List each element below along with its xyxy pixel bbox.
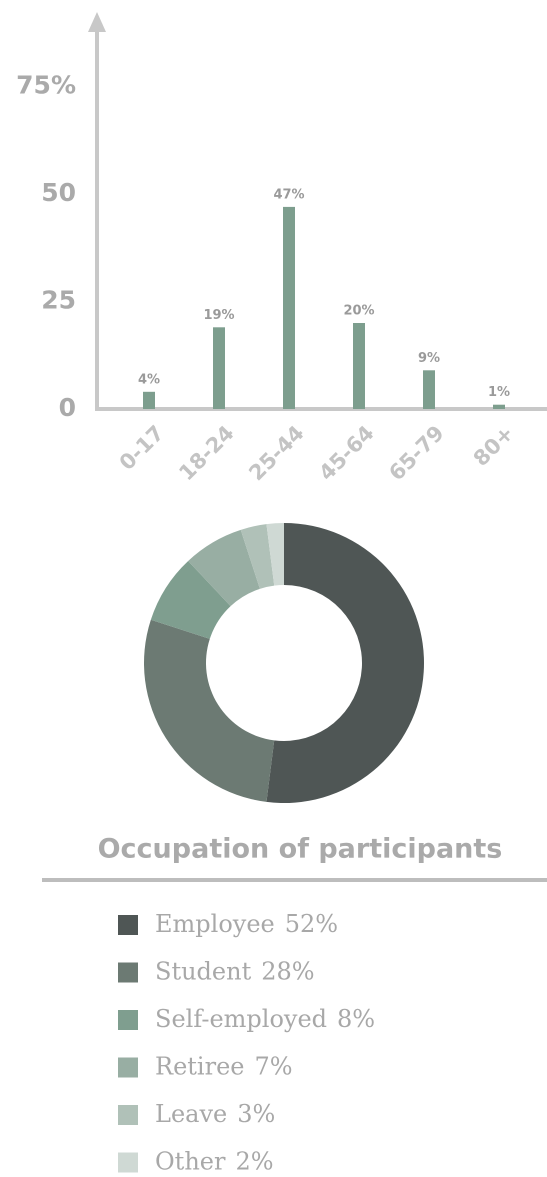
x-tick-label: 80+ [469,421,519,471]
legend-value: 2% [235,1147,273,1175]
value-label: 4% [138,372,160,387]
y-tick-label: 50 [41,178,76,207]
legend-value: 3% [237,1100,275,1128]
donut-slice [188,529,260,607]
legend-value: 7% [254,1052,292,1080]
y-tick-label: 75% [16,71,76,100]
legend-swatch [118,1105,138,1125]
y-tick-label: 0 [59,393,76,422]
legend-name: Student [155,957,252,985]
legend-value: 52% [285,910,338,938]
legend-swatch [118,915,138,935]
legend-label: Leave 3% [155,1100,275,1128]
bar [493,404,505,409]
axis-arrow [88,12,106,32]
legend-label: Student 28% [155,957,315,985]
value-label: 19% [203,308,234,323]
x-tick-label: 18-24 [174,421,238,485]
legend-swatch [118,962,138,983]
donut-slice [240,524,275,589]
legend-value: 28% [261,957,314,985]
legend-swatch [118,1152,138,1173]
legend-name: Other [155,1147,226,1175]
legend-label: Retiree 7% [155,1052,293,1080]
legend-swatch [118,1010,138,1030]
x-tick-label: 25-44 [244,421,308,485]
value-label: 9% [418,351,440,366]
x-tick-label: 0-17 [115,421,169,475]
bar [213,327,225,409]
value-label: 20% [343,304,374,319]
legend-label: Other 2% [155,1147,274,1175]
legend-label: Self-employed 8% [155,1005,375,1033]
donut-title: Occupation of participants [98,834,503,865]
value-label: 47% [273,187,304,202]
donut-slice [150,560,231,639]
bar [143,391,155,409]
legend-swatch [118,1057,138,1078]
legend-name: Leave [155,1100,227,1128]
x-tick-label: 45-64 [314,421,378,485]
donut-slice [266,523,284,586]
donut-slice [144,619,275,802]
legend-name: Self-employed [155,1005,327,1033]
legend-value: 8% [337,1005,375,1033]
y-tick-label: 25 [41,286,76,315]
legend-name: Retiree [155,1052,244,1080]
bar [353,323,365,409]
x-tick-label: 65-79 [384,421,448,485]
value-label: 1% [488,385,510,400]
legend-name: Employee [155,910,275,938]
bar-axes [88,12,547,411]
donut-slice [266,523,424,803]
bar [423,370,435,409]
legend-label: Employee 52% [155,910,338,938]
bar [283,206,295,409]
